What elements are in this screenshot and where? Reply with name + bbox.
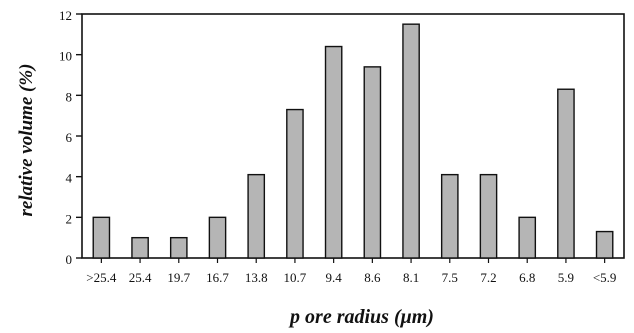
bar-7 bbox=[363, 66, 382, 259]
x-tick-label: 8.6 bbox=[364, 270, 381, 285]
bar-1 bbox=[131, 236, 149, 259]
y-tick-label: 8 bbox=[66, 89, 73, 104]
y-axis: 0 2 4 6 8 10 12 bbox=[59, 8, 82, 267]
plot-frame bbox=[81, 13, 625, 259]
bar-5 bbox=[286, 108, 304, 259]
bar-11 bbox=[518, 216, 537, 259]
bar-3 bbox=[208, 216, 227, 259]
x-tick-label: 6.8 bbox=[519, 270, 535, 285]
x-tick-label: 13.8 bbox=[245, 270, 268, 285]
y-tick-label: 12 bbox=[59, 8, 72, 23]
y-tick-label: 4 bbox=[66, 171, 73, 186]
y-tick-label: 6 bbox=[66, 130, 73, 145]
bar-13 bbox=[595, 230, 614, 259]
x-tick-label: 16.7 bbox=[206, 270, 229, 285]
bar-9 bbox=[440, 173, 459, 259]
x-tick-label: 7.5 bbox=[442, 270, 458, 285]
x-tick-label: 9.4 bbox=[326, 270, 343, 285]
bar-8 bbox=[402, 23, 420, 259]
bars bbox=[92, 23, 614, 259]
x-tick-label: 25.4 bbox=[129, 270, 152, 285]
y-tick-label: 0 bbox=[66, 252, 73, 267]
y-axis-title: relative volume (%) bbox=[16, 63, 37, 216]
y-tick-label: 2 bbox=[66, 211, 73, 226]
x-axis: >25.4 25.4 19.7 16.7 13.8 10.7 9.4 8.6 8.1 7.5 7.2… bbox=[86, 258, 616, 285]
plot-area bbox=[81, 13, 625, 259]
x-tick-label: 19.7 bbox=[167, 270, 190, 285]
bar-10 bbox=[479, 173, 498, 259]
y-tick-label: 10 bbox=[59, 49, 72, 64]
bar-0 bbox=[92, 216, 111, 259]
bar-4 bbox=[247, 173, 266, 259]
x-tick-label: 7.2 bbox=[480, 270, 496, 285]
x-tick-label: <5.9 bbox=[593, 270, 617, 285]
x-tick-label: 5.9 bbox=[558, 270, 574, 285]
x-tick-label: 10.7 bbox=[284, 270, 307, 285]
bar-2 bbox=[169, 236, 188, 259]
bar-12 bbox=[557, 88, 575, 259]
x-axis-title: p ore radius (μm) bbox=[288, 306, 434, 328]
x-tick-label: >25.4 bbox=[86, 270, 117, 285]
x-tick-label: 8.1 bbox=[403, 270, 419, 285]
bar-6 bbox=[324, 45, 343, 259]
